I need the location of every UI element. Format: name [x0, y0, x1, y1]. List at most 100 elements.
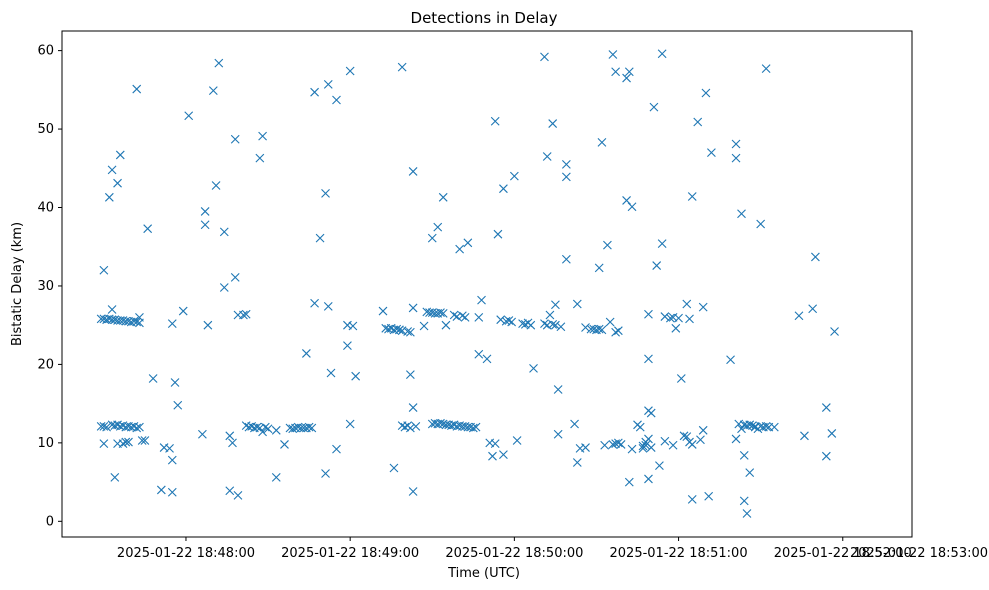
data-point-282	[731, 139, 741, 149]
data-point-36	[113, 178, 122, 188]
data-point-232	[613, 438, 623, 448]
data-point-68	[228, 438, 237, 448]
data-point-289	[739, 496, 749, 506]
data-point-136	[408, 303, 418, 313]
data-point-167	[449, 310, 459, 320]
data-point-173	[474, 312, 484, 322]
data-point-258	[660, 312, 670, 321]
data-point-65	[219, 227, 229, 237]
x-tick-label-0: 2025-01-22 18:48:00	[117, 546, 255, 561]
data-point-202	[551, 300, 560, 310]
data-point-47	[156, 485, 166, 495]
data-point-210	[570, 419, 579, 429]
data-point-205	[553, 429, 563, 439]
data-point-263	[671, 323, 681, 333]
data-point-98	[301, 349, 311, 358]
data-point-64	[219, 283, 229, 292]
data-point-134	[408, 487, 418, 496]
data-point-181	[493, 229, 503, 239]
data-point-55	[178, 306, 188, 316]
data-point-80	[255, 153, 265, 163]
data-point-200	[548, 119, 558, 128]
data-point-209	[561, 172, 571, 182]
data-point-269	[685, 314, 694, 324]
data-point-266	[679, 431, 689, 441]
data-point-62	[211, 181, 221, 190]
data-point-212	[572, 458, 582, 467]
data-point-215	[581, 443, 590, 452]
data-point-59	[200, 220, 210, 230]
data-point-264	[674, 313, 683, 323]
data-point-203	[551, 320, 560, 330]
data-point-280	[707, 148, 716, 157]
data-point-197	[542, 152, 552, 161]
data-point-73	[239, 310, 248, 320]
data-point-66	[225, 431, 235, 441]
data-point-83	[258, 427, 267, 437]
data-point-96	[304, 422, 314, 432]
data-point-194	[529, 363, 538, 373]
data-point-256	[657, 49, 667, 59]
data-point-305	[769, 422, 779, 432]
data-point-224	[603, 240, 612, 250]
data-point-284	[731, 434, 741, 444]
data-point-106	[326, 368, 336, 378]
data-point-40	[124, 437, 133, 447]
data-point-241	[635, 422, 645, 432]
data-point-32	[107, 305, 117, 314]
data-point-290	[739, 451, 749, 460]
data-point-309	[811, 252, 820, 262]
data-point-135	[408, 167, 418, 176]
data-point-41	[132, 84, 142, 94]
data-point-113	[348, 321, 358, 331]
data-point-229	[611, 327, 621, 337]
data-point-107	[332, 95, 341, 105]
data-point-187	[507, 317, 517, 327]
data-point-222	[597, 325, 607, 335]
data-point-30	[99, 439, 109, 449]
data-point-74	[241, 309, 251, 319]
data-point-138	[419, 321, 429, 331]
data-point-115	[378, 306, 388, 316]
data-point-133	[408, 403, 418, 412]
data-point-300	[756, 219, 766, 229]
data-point-234	[622, 73, 631, 83]
data-point-175	[477, 295, 486, 305]
data-point-163	[471, 422, 481, 432]
data-point-207	[561, 254, 571, 264]
data-point-112	[345, 419, 355, 429]
data-point-110	[343, 341, 352, 350]
data-point-312	[827, 429, 837, 438]
data-point-206	[556, 322, 566, 332]
data-point-251	[646, 408, 656, 418]
data-point-123	[403, 327, 413, 336]
data-point-37	[115, 150, 125, 160]
data-point-57	[198, 429, 207, 439]
data-point-56	[184, 111, 194, 121]
data-point-102	[321, 189, 330, 198]
data-point-104	[323, 301, 333, 311]
axes-background	[62, 31, 912, 537]
data-point-137	[411, 421, 421, 431]
y-tick-label-4: 40	[37, 201, 54, 216]
data-point-184	[499, 450, 508, 460]
data-point-294	[745, 468, 755, 478]
data-point-124	[405, 327, 415, 337]
data-point-278	[701, 88, 711, 98]
data-point-97	[307, 423, 317, 433]
data-point-166	[441, 320, 451, 330]
data-point-90	[288, 424, 298, 434]
x-tick-label-4: 2025-01-22 18:52:00	[774, 546, 912, 561]
data-point-70	[230, 134, 240, 144]
x-axis-label: Time (UTC)	[447, 566, 520, 581]
data-point-84	[260, 422, 270, 432]
data-point-49	[165, 443, 174, 453]
data-point-226	[608, 50, 618, 59]
data-point-199	[545, 310, 555, 320]
data-point-126	[395, 325, 404, 335]
data-point-313	[830, 327, 839, 336]
data-point-272	[687, 494, 697, 504]
data-point-277	[698, 425, 708, 435]
data-point-86	[271, 472, 281, 482]
